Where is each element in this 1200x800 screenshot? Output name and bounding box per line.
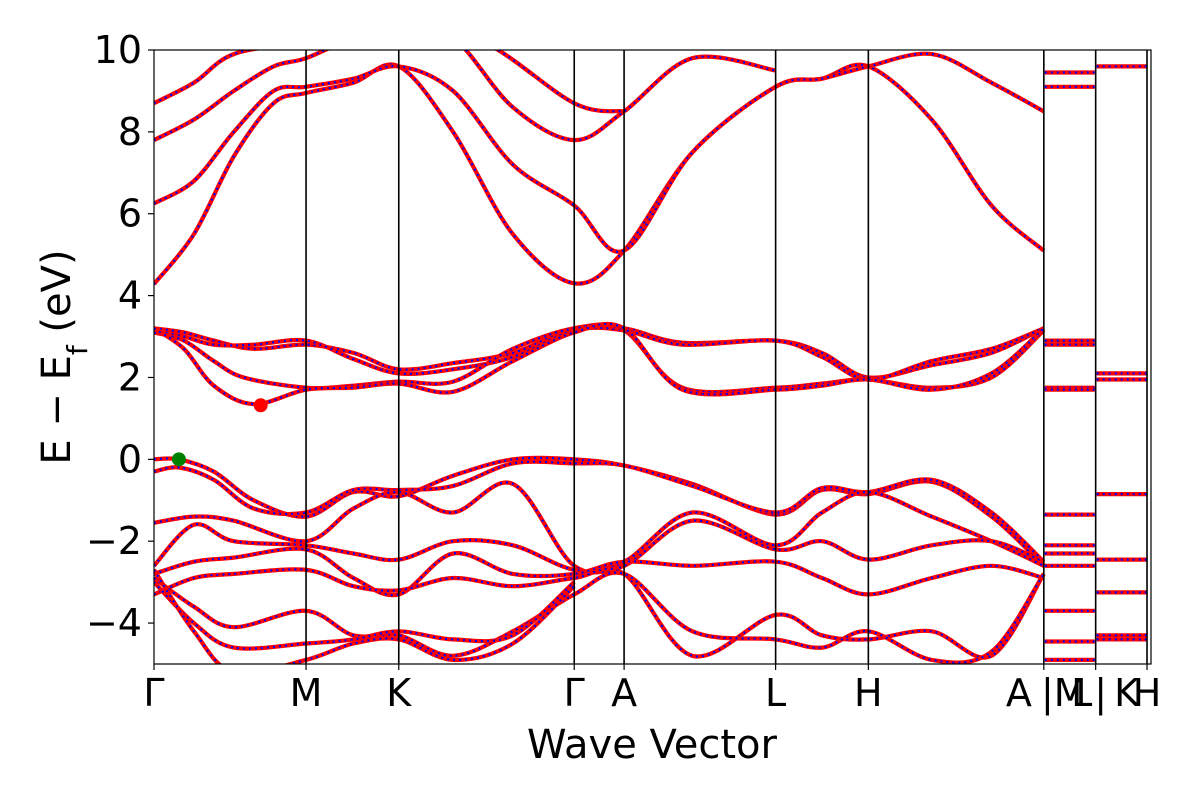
y-tick-label: 2 [118, 355, 142, 399]
x-tick-label: K [1114, 671, 1140, 715]
band-line-9 [154, 459, 1046, 564]
y-tick-label: 0 [118, 437, 142, 481]
y-tick-label: 4 [118, 274, 142, 318]
vbm-marker [171, 452, 186, 467]
x-tick-label: A [1006, 671, 1032, 715]
y-tick-label: −2 [86, 519, 142, 563]
band-line-overlay-2 [154, 50, 776, 142]
x-tick-label: K [386, 671, 412, 715]
x-tick-label: L [765, 671, 786, 715]
band-lines [154, 50, 1147, 664]
y-axis-ticks: −4 −2 0 2 4 6 8 10 [86, 28, 154, 645]
band-line-overlay-15 [154, 581, 575, 650]
band-line-overlay-11 [154, 519, 1045, 574]
band-line-6 [154, 322, 1046, 395]
x-tick-label: |M [1041, 671, 1087, 716]
band-line-overlay-13 [154, 567, 1045, 659]
kpoint-divider-lines [305, 50, 1148, 664]
x-tick-label: H [1133, 671, 1162, 715]
band-edge-markers [171, 398, 268, 467]
band-line-overlay-6 [154, 323, 1045, 394]
band-line-overlay-0 [154, 63, 1045, 285]
band-line-3 [154, 50, 625, 114]
x-tick-label: Γ [143, 671, 164, 715]
band-line-overlay-7 [154, 322, 1045, 406]
x-tick-label: A [611, 671, 637, 715]
x-tick-label: | [1094, 671, 1107, 716]
band-line-overlay-10 [154, 481, 1045, 574]
y-tick-label: 10 [94, 28, 142, 72]
x-tick-label: Γ [564, 671, 585, 715]
band-line-overlay-12 [154, 547, 1045, 597]
band-line-overlay-9 [154, 460, 1045, 563]
band-line-7 [154, 321, 1046, 407]
band-line-overlay-5 [154, 326, 1045, 381]
band-line-overlay-14 [154, 571, 1045, 664]
band-line-1 [154, 51, 1045, 254]
y-axis-label-main: E − E [34, 355, 80, 465]
x-axis-label: Wave Vector [527, 722, 778, 768]
y-tick-label: 6 [118, 192, 142, 236]
plot-frame [153, 49, 1152, 665]
band-line-11 [154, 518, 1045, 575]
band-line-overlay-16 [154, 569, 575, 664]
y-axis-label: E − Ef (eV) [34, 249, 94, 464]
x-tick-label: H [854, 671, 883, 715]
x-axis-ticks: Γ M K Γ A L H A |ML | KH [143, 664, 1161, 716]
y-tick-label: −4 [86, 601, 142, 645]
band-line-10 [154, 480, 1045, 575]
band-line-overlay-1 [154, 52, 1045, 253]
x-tick-label: M [290, 671, 323, 715]
x-tick-label: L [1071, 671, 1092, 715]
y-axis-label-sub: f [61, 344, 94, 355]
y-axis-label-unit: (eV) [34, 249, 80, 345]
band-line-15 [154, 580, 576, 651]
cbm-marker [253, 398, 268, 413]
y-tick-label: 8 [118, 110, 142, 154]
